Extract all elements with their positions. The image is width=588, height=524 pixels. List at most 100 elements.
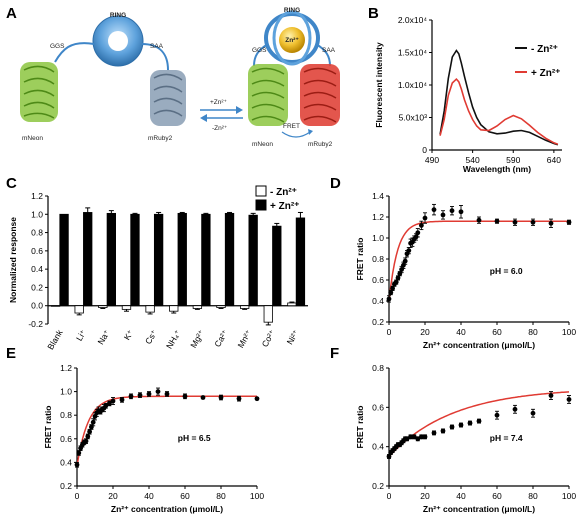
- panel-b-letter: B: [368, 5, 379, 22]
- bar-no-zinc: [74, 305, 84, 314]
- data-point: [548, 220, 554, 226]
- legend-label: + Zn²⁺: [531, 68, 560, 79]
- data-point: [103, 403, 109, 409]
- bar-zinc: [177, 212, 187, 307]
- legend-swatch-1: [255, 199, 267, 211]
- data-point: [200, 395, 206, 400]
- y-axis-label: FRET ratio: [355, 238, 365, 281]
- ph-annotation: pH = 6.5: [178, 433, 211, 443]
- x-tick-label: 0: [387, 491, 392, 501]
- data-point: [87, 429, 92, 435]
- data-point: [182, 393, 188, 399]
- x-tick-label: 80: [528, 327, 538, 337]
- arrow-add-label: +Zn²⁺: [210, 99, 228, 106]
- x-tick-label: 540: [466, 155, 480, 165]
- panel-a-letter: A: [6, 5, 17, 22]
- x-tick-label: 40: [144, 491, 154, 501]
- chart-d-titration-ph6: 0.2 0.4 0.6 0.8 1.0 1.2 1.4 0 20 40 60 80 100 Zn²⁺ co…: [355, 191, 576, 350]
- zinc-ball-label: Zn²⁺: [285, 37, 299, 44]
- spectrum-line-0: [439, 49, 559, 146]
- data-point: [90, 419, 96, 425]
- data-point: [467, 420, 473, 426]
- data-point: [146, 391, 152, 397]
- data-point: [155, 389, 161, 394]
- x-axis-label: Zn²⁺ concentration (μmol/L): [423, 340, 535, 350]
- bar-no-zinc: [98, 305, 108, 308]
- data-point: [254, 396, 260, 402]
- data-point: [449, 208, 455, 214]
- y-tick-label: 0.4: [372, 296, 384, 306]
- y-tick-label: 0.6: [372, 402, 384, 412]
- y-tick-label: 0.8: [372, 254, 384, 264]
- data-point: [408, 434, 413, 440]
- linker-left-label: GGS: [50, 43, 65, 50]
- data-point: [393, 279, 399, 285]
- data-point: [431, 430, 437, 436]
- mneon-label-bound: mNeon: [252, 141, 273, 148]
- category-label: Blank: [45, 327, 65, 351]
- category-label: Na⁺: [95, 328, 112, 347]
- y-tick-label: 0.6: [31, 246, 43, 256]
- bar-zinc: [130, 213, 140, 307]
- data-point: [419, 223, 424, 228]
- category-label: Ca²⁺: [212, 328, 230, 349]
- y-tick-label: 0.8: [60, 410, 72, 420]
- y-tick-label: 1.0: [60, 387, 72, 397]
- data-point: [415, 230, 421, 236]
- x-tick-label: 60: [492, 327, 502, 337]
- y-axis-label: Fluorescent intensity: [374, 42, 384, 128]
- data-point: [566, 219, 572, 225]
- y-tick-label: 0.0: [31, 301, 43, 311]
- mneon-protein-unbound: [20, 62, 58, 122]
- arrow-remove-label: -Zn²⁺: [212, 125, 228, 132]
- data-point: [236, 396, 242, 402]
- data-point: [137, 392, 143, 398]
- x-tick-label: 0: [387, 327, 392, 337]
- bar-zinc: [248, 214, 258, 307]
- data-point: [440, 428, 446, 434]
- data-point: [494, 412, 500, 418]
- y-tick-label: 0.4: [60, 457, 72, 467]
- x-axis-label: Zn²⁺ concentration (μmol/L): [423, 504, 535, 514]
- category-label: K⁺: [122, 328, 136, 342]
- y-tick-label: 0.2: [31, 282, 43, 292]
- fit-curve: [388, 391, 570, 458]
- bar-no-zinc: [263, 305, 273, 323]
- data-point: [512, 219, 518, 225]
- x-tick-label: 20: [420, 327, 430, 337]
- data-point: [218, 395, 224, 400]
- y-tick-label: 1.0x10⁴: [398, 80, 428, 90]
- x-axis-label: Zn²⁺ concentration (μmol/L): [111, 504, 223, 514]
- x-tick-label: 80: [216, 491, 226, 501]
- data-point: [76, 450, 82, 456]
- data-point: [395, 275, 401, 281]
- data-point: [512, 406, 518, 412]
- category-label: NH₄⁺: [164, 328, 183, 351]
- data-point: [85, 434, 91, 439]
- y-tick-label: 1.2: [31, 191, 43, 201]
- chart-c-selectivity-bars: -0.2 0.0 0.2 0.4 0.6 0.8 1.0 1.2 Normalized resp…: [8, 185, 308, 351]
- y-tick-label: 1.5x10⁴: [398, 48, 428, 58]
- data-point: [386, 454, 392, 459]
- linker-right: [141, 43, 169, 71]
- y-tick-label: 0.4: [31, 264, 43, 274]
- x-tick-label: 490: [425, 155, 439, 165]
- y-axis-label: Normalized response: [8, 217, 18, 303]
- data-point: [83, 438, 89, 444]
- panel-d-letter: D: [330, 175, 341, 192]
- category-label: Cs⁺: [143, 328, 159, 346]
- y-tick-label: 5.0x10³: [399, 113, 428, 123]
- data-point: [110, 398, 116, 404]
- data-point: [530, 410, 536, 416]
- y-tick-label: 2.0x10⁴: [398, 15, 428, 25]
- data-point: [388, 290, 394, 295]
- data-point: [404, 436, 410, 442]
- y-tick-label: 0.6: [372, 275, 384, 285]
- x-tick-label: 40: [456, 491, 466, 501]
- data-point: [494, 218, 500, 224]
- mruby2-label: mRuby2: [148, 135, 173, 142]
- category-label: Ni²⁺: [285, 328, 302, 347]
- x-tick-label: 640: [547, 155, 561, 165]
- panel-c-letter: C: [6, 175, 17, 192]
- spectrum-line-1: [439, 77, 559, 145]
